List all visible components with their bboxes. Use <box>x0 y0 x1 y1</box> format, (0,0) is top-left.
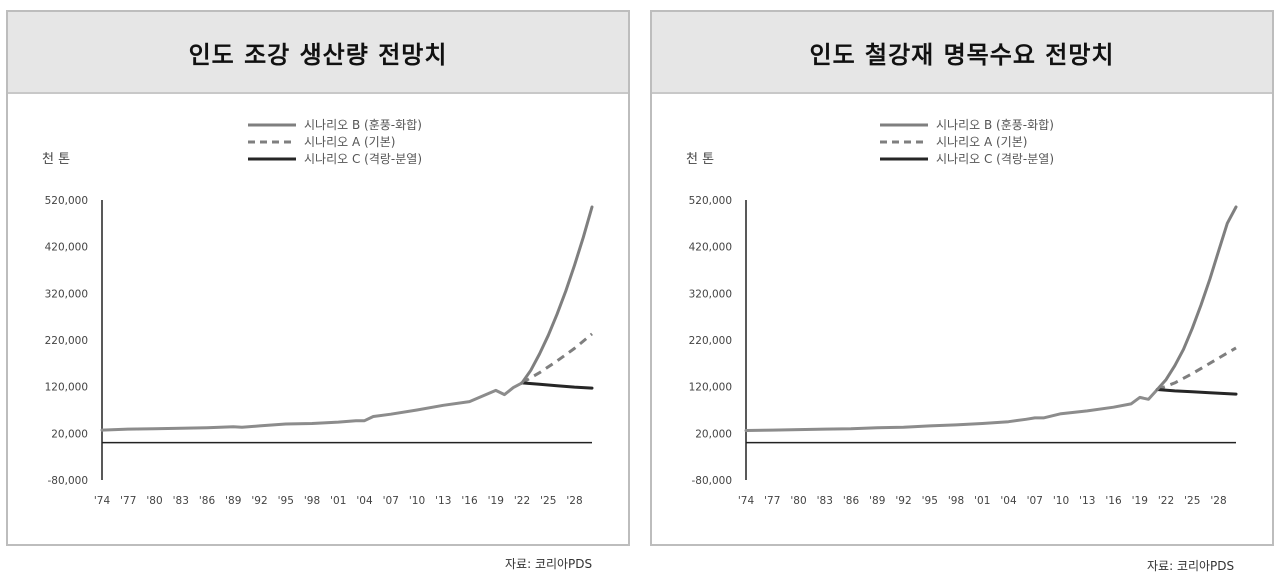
series-line-scenario-a <box>521 332 593 385</box>
unit-label: 천 톤 <box>686 152 715 167</box>
y-tick-label: 520,000 <box>45 195 88 207</box>
legend-item-scenario-c: 시나리오 C (격랑-분열) <box>880 150 1054 167</box>
y-tick-label: 320,000 <box>689 288 732 300</box>
source-note: 자료: 코리아PDS <box>1147 559 1235 573</box>
x-tick-label: '25 <box>540 495 556 507</box>
x-tick-label: '25 <box>1184 495 1200 507</box>
series-line-scenario-b <box>1155 205 1238 391</box>
y-tick-label: 220,000 <box>689 335 732 347</box>
y-tick-label: -80,000 <box>47 475 88 487</box>
x-tick-label: '13 <box>435 495 451 507</box>
x-tick-label: '77 <box>120 495 136 507</box>
x-tick-label: '89 <box>225 495 241 507</box>
x-tick-label: '13 <box>1079 495 1095 507</box>
chart-panel-steel-production: 인도 조강 생산량 전망치 천 톤 시나리오 B (훈풍-화합) 시나리오 A … <box>6 10 630 546</box>
legend-label: 시나리오 A (기본) <box>936 135 1028 149</box>
legend-item-scenario-b: 시나리오 B (훈풍-화합) <box>248 116 422 133</box>
series-line-scenario-c <box>520 381 594 390</box>
series-line-history <box>744 388 1159 432</box>
legend-label: 시나리오 C (격랑-분열) <box>936 152 1055 166</box>
x-tick-label: '07 <box>383 495 399 507</box>
x-tick-label: '19 <box>1132 495 1148 507</box>
x-tick-label: '22 <box>514 495 530 507</box>
legend-swatch-scenario-c <box>880 157 928 160</box>
line-chart-steel-production: 520,000 420,000 320,000 220,000 120,000 20,00… <box>45 195 594 507</box>
x-tick-label: '95 <box>922 495 938 507</box>
legend-item-scenario-b: 시나리오 B (훈풍-화합) <box>880 116 1054 133</box>
x-tick-label: '04 <box>356 495 373 507</box>
y-tick-label: 120,000 <box>45 382 88 394</box>
y-tick-label: 320,000 <box>45 288 88 300</box>
x-tick-label: '92 <box>895 495 911 507</box>
x-tick-label: '86 <box>199 495 216 507</box>
x-tick-label: '07 <box>1027 495 1043 507</box>
x-tick-label: '83 <box>817 495 833 507</box>
x-tick-label: '80 <box>146 495 162 507</box>
y-tick-label: 20,000 <box>695 428 732 440</box>
legend: 시나리오 B (훈풍-화합) 시나리오 A (기본) 시나리오 C (격랑-분열… <box>880 116 1054 167</box>
x-tick-label: '86 <box>843 495 860 507</box>
x-tick-label: '04 <box>1000 495 1017 507</box>
x-tick-label: '83 <box>173 495 189 507</box>
y-tick-label: 520,000 <box>689 195 732 207</box>
legend-label: 시나리오 A (기본) <box>304 135 396 149</box>
legend-label: 시나리오 B (훈풍-화합) <box>304 118 422 132</box>
line-chart-steel-demand: 520,000 420,000 320,000 220,000 120,000 20,00… <box>689 195 1238 507</box>
x-tick-label: '10 <box>1053 495 1069 507</box>
chart-title: 인도 조강 생산량 전망치 <box>8 12 628 94</box>
legend: 시나리오 B (훈풍-화합) 시나리오 A (기본) 시나리오 C (격랑-분열… <box>248 116 422 167</box>
chart-panel-steel-demand: 인도 철강재 명목수요 전망치 천 톤 시나리오 B (훈풍-화합) 시나리오 … <box>650 10 1274 546</box>
x-tick-label: '19 <box>488 495 504 507</box>
x-tick-label: '95 <box>278 495 294 507</box>
x-tick-label: '28 <box>1210 495 1226 507</box>
x-tick-label: '16 <box>461 495 478 507</box>
series-line-scenario-c <box>1155 388 1238 396</box>
y-tick-label: 420,000 <box>45 242 88 254</box>
x-tick-label: '98 <box>948 495 964 507</box>
x-tick-label: '28 <box>566 495 582 507</box>
x-tick-label: '89 <box>869 495 885 507</box>
x-tick-label: '92 <box>251 495 267 507</box>
legend-swatch-scenario-c <box>248 157 296 160</box>
series-line-scenario-a <box>1156 346 1237 391</box>
x-tick-label: '80 <box>790 495 806 507</box>
legend-swatch-scenario-b <box>880 123 928 126</box>
series-line-scenario-b <box>520 205 594 385</box>
x-tick-label: '22 <box>1158 495 1174 507</box>
x-tick-label: '01 <box>974 495 990 507</box>
y-tick-label: 220,000 <box>45 335 88 347</box>
legend-swatch-scenario-a <box>880 140 928 143</box>
legend-swatch-scenario-a <box>248 140 296 143</box>
y-tick-label: 120,000 <box>689 382 732 394</box>
x-tick-label: '16 <box>1105 495 1122 507</box>
y-tick-label: 20,000 <box>51 428 88 440</box>
x-tick-label: '74 <box>738 495 755 507</box>
source-note: 자료: 코리아PDS <box>505 557 593 571</box>
x-tick-label: '01 <box>330 495 346 507</box>
legend-item-scenario-c: 시나리오 C (격랑-분열) <box>248 150 422 167</box>
legend-item-scenario-a: 시나리오 A (기본) <box>880 133 1054 150</box>
y-tick-label: 420,000 <box>689 242 732 254</box>
x-tick-label: '98 <box>304 495 320 507</box>
x-tick-label: '10 <box>409 495 425 507</box>
series-line-history <box>100 381 524 432</box>
chart-title: 인도 철강재 명목수요 전망치 <box>652 12 1272 94</box>
legend-label: 시나리오 B (훈풍-화합) <box>936 118 1054 132</box>
legend-swatch-scenario-b <box>248 123 296 126</box>
y-tick-label: -80,000 <box>691 475 732 487</box>
unit-label: 천 톤 <box>42 152 71 167</box>
x-tick-label: '74 <box>94 495 111 507</box>
legend-label: 시나리오 C (격랑-분열) <box>304 152 423 166</box>
x-tick-label: '77 <box>764 495 780 507</box>
legend-item-scenario-a: 시나리오 A (기본) <box>248 133 422 150</box>
